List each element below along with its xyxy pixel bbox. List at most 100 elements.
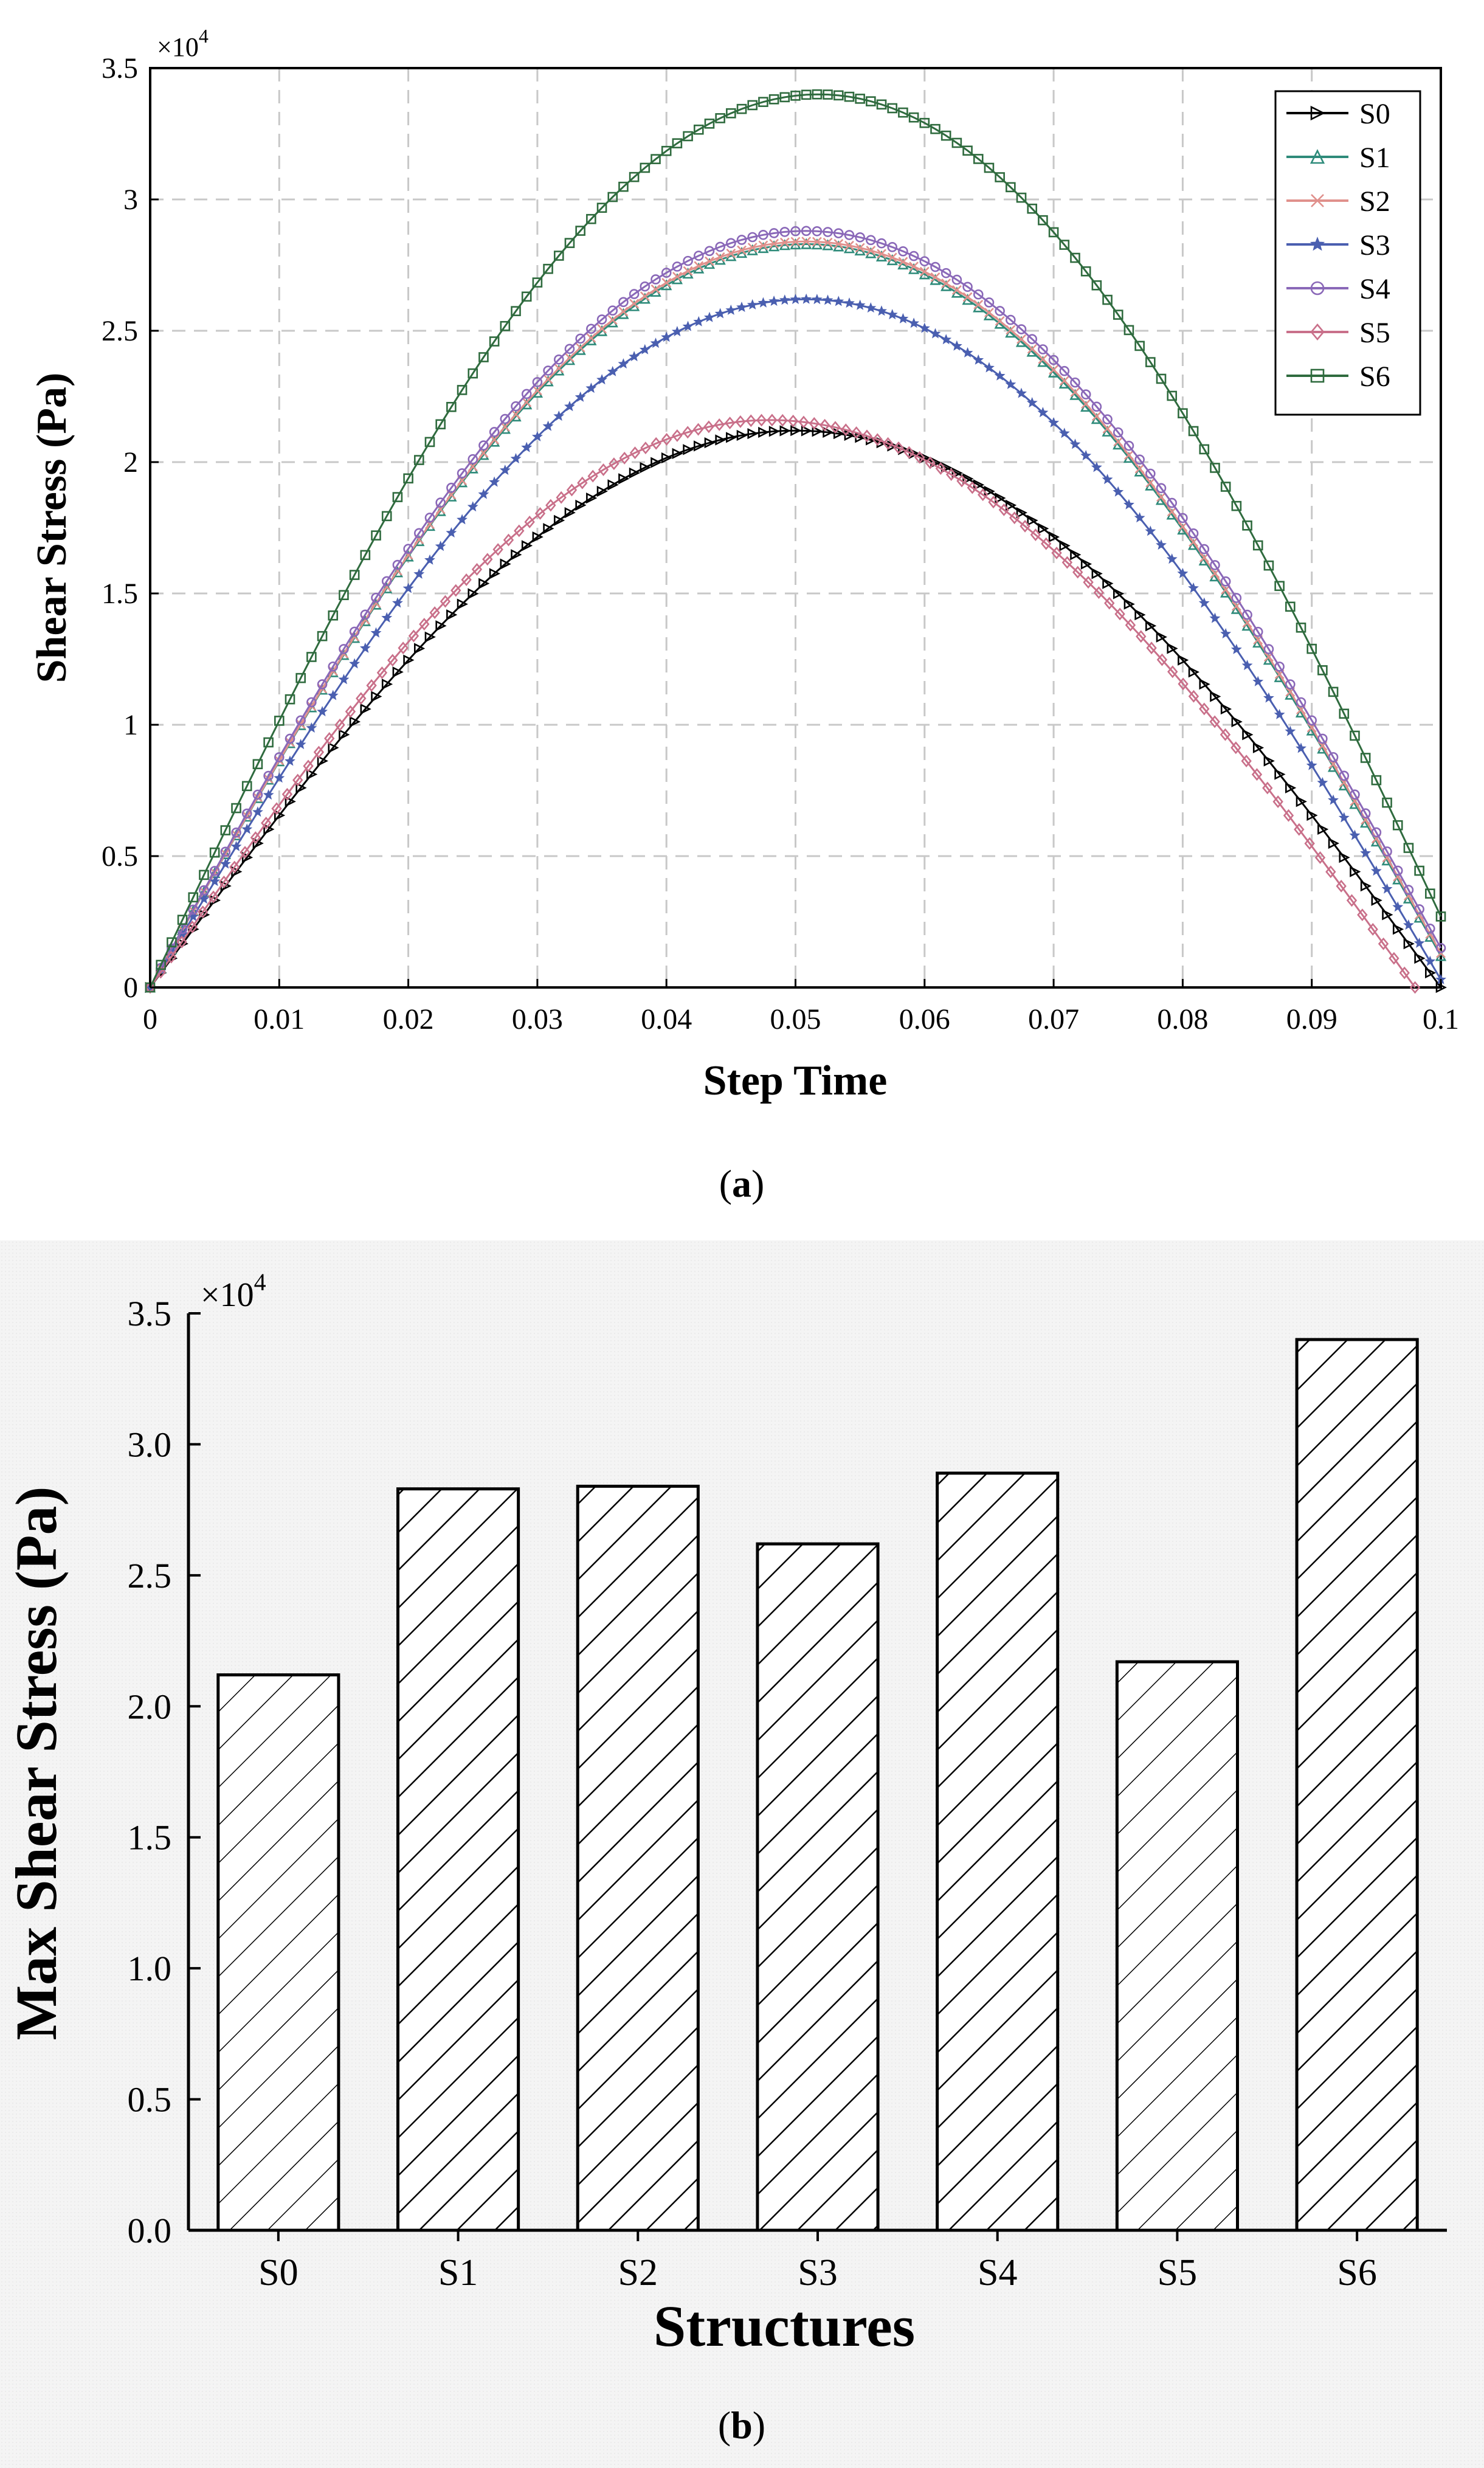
data-point <box>542 420 554 431</box>
data-point <box>898 257 908 267</box>
data-point <box>736 302 747 313</box>
data-point <box>833 228 844 238</box>
data-point <box>1027 334 1038 344</box>
data-point <box>661 145 672 156</box>
data-point <box>1091 461 1102 472</box>
data-point <box>1091 401 1102 412</box>
data-point <box>1399 966 1410 980</box>
data-point <box>295 672 306 683</box>
y-tick-label: 1.5 <box>128 1818 172 1858</box>
data-point <box>1146 641 1157 655</box>
data-point <box>1016 192 1027 203</box>
data-point <box>672 448 683 459</box>
data-point <box>252 806 263 817</box>
data-point <box>500 558 511 570</box>
data-point <box>1360 808 1371 819</box>
data-point <box>165 950 177 964</box>
data-point <box>252 789 263 800</box>
data-point <box>812 426 823 437</box>
data-point <box>1051 546 1062 559</box>
data-point <box>274 809 286 821</box>
data-point <box>1123 325 1134 336</box>
data-point <box>1178 654 1189 666</box>
data-point <box>398 641 409 655</box>
bars-group <box>216 1338 1419 2232</box>
data-point <box>1006 499 1017 511</box>
data-point <box>424 631 436 643</box>
data-point <box>511 549 522 561</box>
data-point <box>607 315 618 325</box>
x-tick-label: 0.03 <box>512 1003 563 1035</box>
data-point <box>1059 376 1069 386</box>
data-point <box>650 337 661 348</box>
data-point <box>768 296 780 306</box>
data-point <box>1285 601 1296 612</box>
data-point <box>339 590 349 600</box>
data-point <box>1349 829 1361 840</box>
data-point <box>218 876 230 888</box>
x-tick-label: 0 <box>143 1003 157 1035</box>
data-point <box>779 227 790 237</box>
data-point <box>747 428 759 440</box>
data-point <box>381 576 392 587</box>
data-point <box>1069 438 1081 449</box>
y-tick-label: 0.0 <box>128 2211 172 2250</box>
data-point <box>1199 702 1210 716</box>
data-point <box>564 507 576 519</box>
y-axis-label: Shear Stress (Pa) <box>29 373 75 683</box>
x-tick-label: S4 <box>978 2252 1017 2293</box>
data-point <box>790 91 801 101</box>
data-point <box>403 473 413 484</box>
data-point <box>1328 837 1339 849</box>
data-point <box>587 469 598 483</box>
data-point <box>543 523 554 534</box>
data-point <box>371 691 382 702</box>
x-tick-labels: 0 0.01 0.02 0.03 0.04 0.05 0.06 0.07 0.08 0.09 0.1 <box>143 979 1459 1035</box>
data-point <box>1241 755 1252 768</box>
data-point <box>951 340 962 351</box>
data-point <box>866 246 876 255</box>
data-point <box>457 598 468 610</box>
data-point <box>1081 399 1091 409</box>
data-point <box>229 860 240 874</box>
data-point <box>844 240 854 251</box>
data-point <box>457 468 468 479</box>
data-point <box>1274 708 1285 719</box>
data-point <box>1306 715 1317 726</box>
data-point <box>607 305 618 316</box>
data-point <box>1027 344 1037 354</box>
data-point <box>1124 450 1134 460</box>
data-point <box>823 227 833 237</box>
data-point <box>908 317 920 328</box>
data-point <box>478 578 490 589</box>
series-s2 <box>145 237 1446 992</box>
data-point <box>284 755 295 766</box>
data-point <box>1306 643 1317 654</box>
data-point <box>609 457 619 471</box>
data-point <box>145 981 156 994</box>
data-point <box>381 511 392 522</box>
data-point <box>1403 919 1414 930</box>
data-point <box>1167 497 1178 508</box>
data-point <box>1145 477 1156 488</box>
data-point <box>349 658 361 669</box>
data-point <box>1188 528 1199 539</box>
data-point <box>1310 149 1325 164</box>
data-point <box>1093 586 1105 600</box>
data-point <box>951 467 963 479</box>
data-point <box>1403 938 1415 950</box>
legend-entry-s5: S5 <box>1286 317 1390 349</box>
data-point <box>1285 679 1296 690</box>
data-point <box>349 570 360 580</box>
data-point <box>1220 482 1231 492</box>
data-point <box>532 531 544 543</box>
data-point <box>1080 558 1092 570</box>
data-point <box>359 642 371 653</box>
data-point <box>984 297 995 308</box>
data-point <box>360 550 371 561</box>
data-point <box>1251 768 1263 781</box>
data-point <box>522 397 532 407</box>
data-point <box>844 429 855 441</box>
data-point <box>758 240 768 251</box>
